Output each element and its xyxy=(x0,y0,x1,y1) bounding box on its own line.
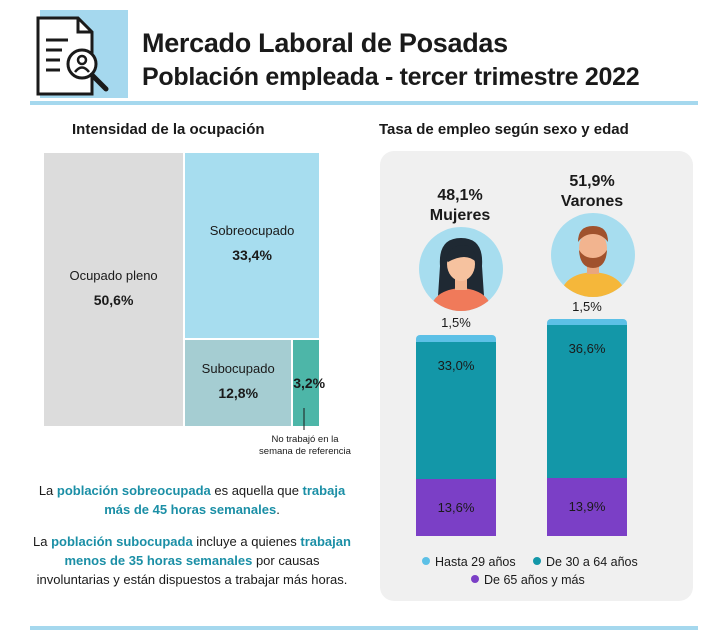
bar-varones-hasta29 xyxy=(547,319,627,326)
treemap-cell-ocupado-pleno: Ocupado pleno 50,6% xyxy=(44,153,184,426)
para1-text-3: . xyxy=(276,502,280,517)
bar-label-varones-30a64: 36,6% xyxy=(568,341,606,357)
treemap-label-subocupado: Subocupado xyxy=(201,360,275,376)
document-search-icon xyxy=(36,16,109,96)
bar-varones-65mas xyxy=(547,478,627,536)
para1-text-1: La xyxy=(38,483,57,498)
bar-label-varones-65mas: 13,9% xyxy=(568,499,606,515)
para2-highlight-2: trabajan menos de 35 horas semanales xyxy=(64,534,351,568)
treemap-title: Intensidad de la ocupación xyxy=(72,121,265,138)
page-subtitle: Población empleada - tercer trimestre 20… xyxy=(142,63,640,91)
treemap-value-no-trabajo: 3,2% xyxy=(293,374,326,391)
note-line-2: semana de referencia xyxy=(259,446,351,457)
sobreocupada-definition: La población sobreocupada es aquella que… xyxy=(30,481,354,519)
para2-text-1: La xyxy=(33,534,52,549)
treemap-value-sobreocupado: 33,4% xyxy=(232,247,272,264)
legend-swatch-30a64 xyxy=(533,557,541,565)
treemap-value-ocupado-pleno: 50,6% xyxy=(93,291,134,308)
para1-highlight-2: trabaja más de 45 horas semanales xyxy=(104,483,346,517)
bar-mujeres-30a64 xyxy=(416,341,496,480)
para2-highlight-1: población subocupada xyxy=(51,534,193,549)
legend-item-30a64: De 30 a 64 años xyxy=(533,555,638,569)
man-avatar-icon xyxy=(551,213,635,297)
men-total: 51,9% xyxy=(569,173,615,190)
treemap-cell-sobreocupado: Sobreocupado 33,4% xyxy=(185,153,319,338)
legend-item-65mas: De 65 años y más xyxy=(471,573,585,587)
footer-divider xyxy=(30,626,698,630)
legend-swatch-hasta29 xyxy=(422,557,430,565)
treemap-cell-subocupado: Subocupado 12,8% xyxy=(185,339,292,426)
subocupada-definition: La población subocupada incluye a quiene… xyxy=(30,532,354,589)
legend-label-65mas: De 65 años y más xyxy=(484,573,585,587)
legend-swatch-65mas xyxy=(471,575,479,583)
men-label: Varones xyxy=(560,193,624,210)
legend-item-hasta29: Hasta 29 años xyxy=(422,555,516,569)
men-header: 51,9% Varones xyxy=(532,172,652,212)
bar-varones-30a64 xyxy=(547,325,627,479)
para1-highlight-1: población sobreocupada xyxy=(56,483,211,498)
bar-mujeres-hasta29 xyxy=(416,335,496,342)
woman-avatar-icon xyxy=(419,227,503,311)
treemap-value-subocupado: 12,8% xyxy=(218,384,259,401)
note-line-1: No trabajó en la xyxy=(271,434,339,445)
para1-text-2: es aquella que xyxy=(210,483,303,498)
bar-label-mujeres-65mas: 13,6% xyxy=(437,499,475,515)
women-label: Mujeres xyxy=(429,207,491,224)
bar-label-mujeres-hasta29: 1,5% xyxy=(441,315,471,331)
women-header: 48,1% Mujeres xyxy=(400,186,520,226)
legend-label-hasta29: Hasta 29 años xyxy=(435,555,516,569)
treemap-label-sobreocupado: Sobreocupado xyxy=(209,223,295,239)
treemap-cell-no-trabajo: 3,2% xyxy=(293,339,325,426)
bar-label-varones-hasta29: 1,5% xyxy=(572,299,602,315)
para2-text-2: incluye a quienes xyxy=(192,534,301,549)
no-trabajo-note: No trabajó en la semana de referencia xyxy=(230,434,380,458)
treemap-label-ocupado-pleno: Ocupado pleno xyxy=(69,267,158,283)
women-total: 48,1% xyxy=(437,187,483,204)
employment-rate-title: Tasa de empleo según sexo y edad xyxy=(379,121,629,138)
para2-text-3: por causas involuntarias y están dispues… xyxy=(36,553,348,587)
bar-label-mujeres-30a64: 33,0% xyxy=(437,357,475,373)
header-divider xyxy=(30,101,698,105)
page-title: Mercado Laboral de Posadas xyxy=(142,28,508,58)
bar-mujeres-65mas xyxy=(416,479,496,536)
legend-label-30a64: De 30 a 64 años xyxy=(546,555,638,569)
